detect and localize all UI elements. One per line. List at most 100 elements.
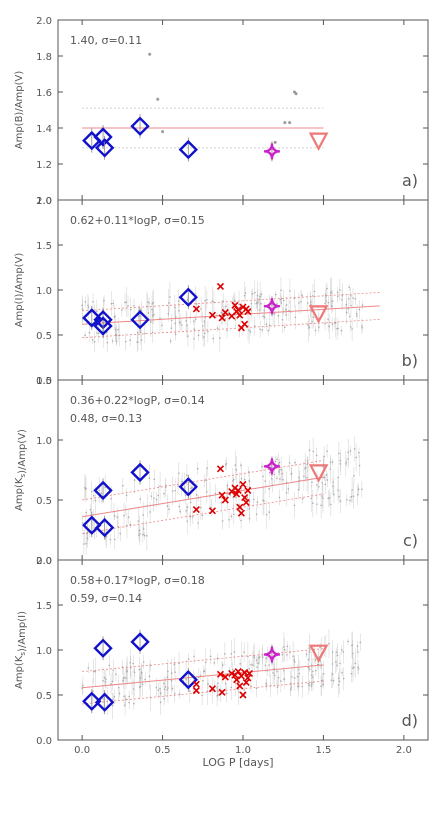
scatter-point (268, 511, 271, 513)
scatter-point (326, 287, 328, 290)
scatter-point (341, 671, 343, 674)
scatter-point (341, 298, 343, 301)
fit-annotation: 0.62+0.11*logP, σ=0.15 (70, 214, 205, 227)
scatter-point (258, 657, 260, 659)
scatter-point (201, 325, 204, 327)
scatter-point (308, 668, 311, 670)
scatter-point (255, 513, 258, 515)
y-tick-label: 1.5 (36, 241, 52, 252)
scatter-point (224, 653, 226, 655)
scatter-point (278, 496, 281, 499)
scatter-point (128, 701, 130, 704)
scatter-point (103, 676, 106, 679)
scatter-point (263, 316, 266, 319)
scatter-point (261, 465, 263, 468)
star-marker (263, 646, 281, 663)
scatter-point (310, 497, 313, 500)
scatter-point (124, 301, 126, 304)
scatter-point (108, 664, 111, 667)
y-tick-label: 0.0 (36, 736, 52, 747)
scatter-point (146, 301, 149, 303)
scatter-point (177, 300, 180, 302)
scatter-point (240, 464, 242, 466)
cross-marker (192, 305, 200, 313)
x-tick-label: 0.0 (74, 745, 90, 756)
scatter-point (273, 312, 276, 315)
scatter-point (246, 496, 249, 498)
scatter-point (255, 302, 258, 305)
scatter-point (85, 487, 87, 490)
scatter-point (216, 687, 218, 689)
scatter-point (248, 668, 250, 670)
cross-marker (208, 311, 217, 319)
scatter-point (352, 667, 354, 670)
scatter-point (84, 334, 86, 337)
scatter-point (219, 337, 221, 339)
scatter-point (232, 480, 234, 482)
scatter-point (91, 339, 94, 341)
scatter-point (338, 677, 340, 679)
cross-marker (218, 688, 226, 696)
scatter-point (262, 475, 264, 478)
scatter-point (124, 704, 126, 707)
cross-marker (216, 670, 225, 678)
scatter-point (333, 493, 335, 496)
scatter-point (307, 658, 310, 661)
x-tick-label: 2.0 (396, 745, 412, 756)
scatter-point (329, 468, 332, 470)
scatter-point (349, 326, 352, 328)
scatter-point (148, 302, 150, 304)
scatter-point (250, 663, 252, 666)
scatter-point (235, 496, 237, 499)
scatter-point (157, 494, 160, 497)
scatter-point (93, 340, 96, 343)
scatter-point (202, 670, 205, 673)
scatter-point (139, 498, 142, 500)
cross-marker (234, 668, 242, 676)
scatter-point (201, 694, 203, 697)
cross-marker (208, 685, 217, 693)
scatter-point (273, 473, 276, 476)
scatter-point (361, 304, 364, 306)
cross-marker (218, 314, 226, 322)
scatter-point (122, 677, 125, 680)
scatter-point (178, 472, 180, 475)
cross-marker (237, 509, 245, 517)
scatter-point (167, 302, 170, 304)
y-tick-label: 0.5 (36, 331, 52, 342)
fit-sigma-line (82, 318, 380, 339)
scatter-point (129, 339, 131, 342)
scatter-point (347, 451, 350, 454)
y-axis-label: Amp(Ks)/Amp(V) (14, 429, 28, 511)
scatter-point (113, 538, 116, 541)
scatter-point (125, 301, 128, 303)
scatter-point (217, 682, 219, 685)
scatter-point (212, 337, 215, 340)
scatter-point (288, 462, 291, 464)
scatter-point (105, 678, 107, 681)
cross-marker (232, 490, 241, 498)
scatter-point (354, 297, 357, 300)
scatter-point (117, 328, 119, 331)
scatter-point (325, 300, 327, 302)
scatter-point (292, 655, 294, 658)
scatter-point (348, 297, 350, 300)
scatter-point (293, 504, 296, 507)
scatter-point (317, 485, 320, 488)
scatter-point (186, 324, 188, 326)
scatter-point (133, 305, 135, 307)
scatter-point (309, 301, 312, 303)
scatter-point (185, 320, 187, 322)
scatter-point (330, 679, 333, 681)
scatter-point (311, 481, 313, 484)
panel-label: d) (402, 711, 418, 730)
scatter-point (338, 452, 340, 455)
panel-c: 0.0 0.5 1.0 1.5 Amp(Ks)/Amp(V) 0.36+0.22*logP… (14, 376, 429, 567)
scatter-point (259, 328, 261, 331)
scatter-point (258, 656, 261, 658)
scatter-point (209, 655, 212, 658)
scatter-point (92, 670, 95, 673)
scatter-point (181, 324, 183, 326)
scatter-point (251, 292, 254, 295)
scatter-point (260, 302, 262, 305)
